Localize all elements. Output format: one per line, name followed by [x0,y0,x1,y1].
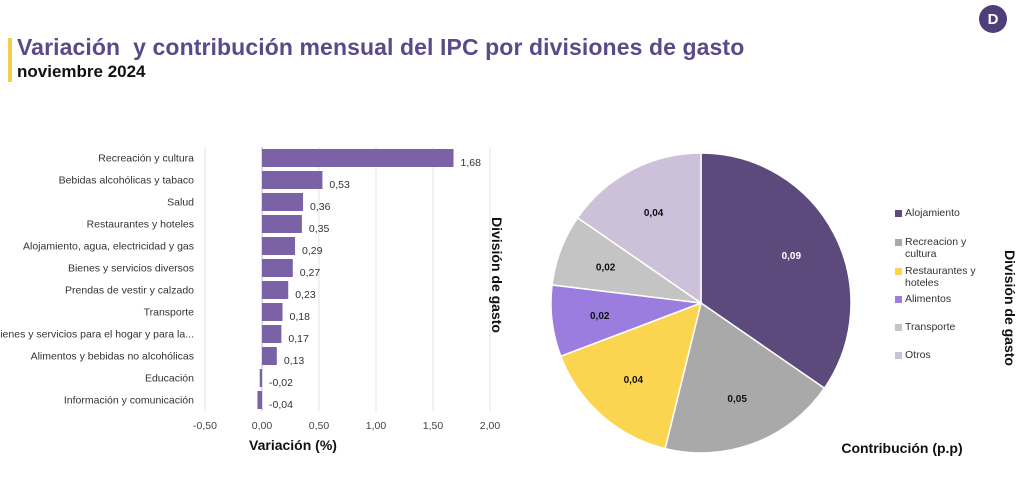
category-label: Bebidas alcohólicas y tabaco [59,175,195,187]
legend-swatch [895,210,902,217]
legend-swatch [895,268,902,275]
pie-data-label: 0,05 [727,394,747,405]
category-label: Educación [145,373,194,385]
pie-slice [700,152,852,390]
page-subtitle: noviembre 2024 [17,62,146,81]
pie-y-label: División de gasto [1002,250,1018,366]
pie-data-label: 0,09 [782,251,802,262]
x-tick-label: 1,00 [366,420,387,432]
category-label: Restaurantes y hoteles [87,219,194,231]
y-axis-label: División de gasto [489,217,505,333]
category-label: Transporte [144,307,195,319]
bar [262,149,454,167]
legend-swatch [895,352,902,359]
brand-logo: D [979,5,1007,33]
data-label: 0,13 [284,355,305,367]
pie-data-label: 0,04 [624,375,644,386]
legend-item: Alojamiento [895,207,985,219]
pie-slice [664,301,826,454]
data-label: 0,53 [329,179,350,191]
title-accent-bar [8,38,12,82]
legend-swatch [895,324,902,331]
data-label: 0,36 [310,201,331,213]
bar [257,391,262,409]
bar [262,325,282,343]
bar [262,215,302,233]
bar [262,171,323,189]
legend-label: Otros [905,349,931,361]
pie-data-label: 0,02 [596,262,616,273]
x-tick-label: 0,50 [309,420,330,432]
bar [262,259,293,277]
category-label: Alimentos y bebidas no alcohólicas [31,351,194,363]
x-axis-label: Variación (%) [249,437,337,453]
pie-data-label: 0,04 [644,208,664,219]
category-label: Recreación y cultura [98,153,194,165]
legend-swatch [895,239,902,246]
data-label: -0,02 [269,377,293,389]
pie-slice [576,152,702,305]
x-tick-label: 1,50 [423,420,444,432]
data-label: -0,04 [269,399,293,411]
category-label: Alojamiento, agua, electricidad y gas [23,241,194,253]
legend-label: Alojamiento [905,207,960,219]
category-label: Salud [167,197,194,209]
legend-label: Restaurantes y hoteles [905,265,976,289]
data-label: 0,35 [309,223,330,235]
bar [262,237,296,255]
bar [259,369,262,387]
data-label: 0,27 [300,267,321,279]
legend-swatch [895,296,902,303]
x-tick-label: 0,00 [252,420,273,432]
data-label: 0,18 [290,311,311,323]
category-label: Prendas de vestir y calzado [65,285,194,297]
legend-item: Alimentos [895,293,985,305]
pie-x-label: Contribución (p.p) [841,440,962,456]
bar [262,303,283,321]
bar [262,193,304,211]
pie-slice [559,301,703,450]
data-label: 0,29 [302,245,323,257]
legend-item: Otros [895,349,985,361]
legend-label: Alimentos [905,293,952,305]
legend-label: Transporte [905,321,956,333]
category-label: Bienes y servicios diversos [68,263,194,275]
data-label: 1,68 [461,157,482,169]
category-label: Bienes y servicios para el hogar y para … [0,329,194,341]
data-label: 0,23 [295,289,316,301]
page-title: Variación y contribución mensual del IPC… [17,34,745,60]
x-tick-label: -0,50 [193,420,217,432]
data-label: 0,17 [288,333,309,345]
bar [262,347,277,365]
legend-item: Transporte [895,321,985,333]
bar [262,281,289,299]
legend-item: Restaurantes y hoteles [895,265,985,289]
pie-data-label: 0,02 [590,311,610,322]
category-label: Información y comunicación [64,395,194,407]
legend-item: Recreacion y cultura [895,236,985,260]
legend-label: Recreacion y cultura [905,236,967,260]
x-tick-label: 2,00 [480,420,501,432]
brand-logo-glyph: D [987,10,999,28]
